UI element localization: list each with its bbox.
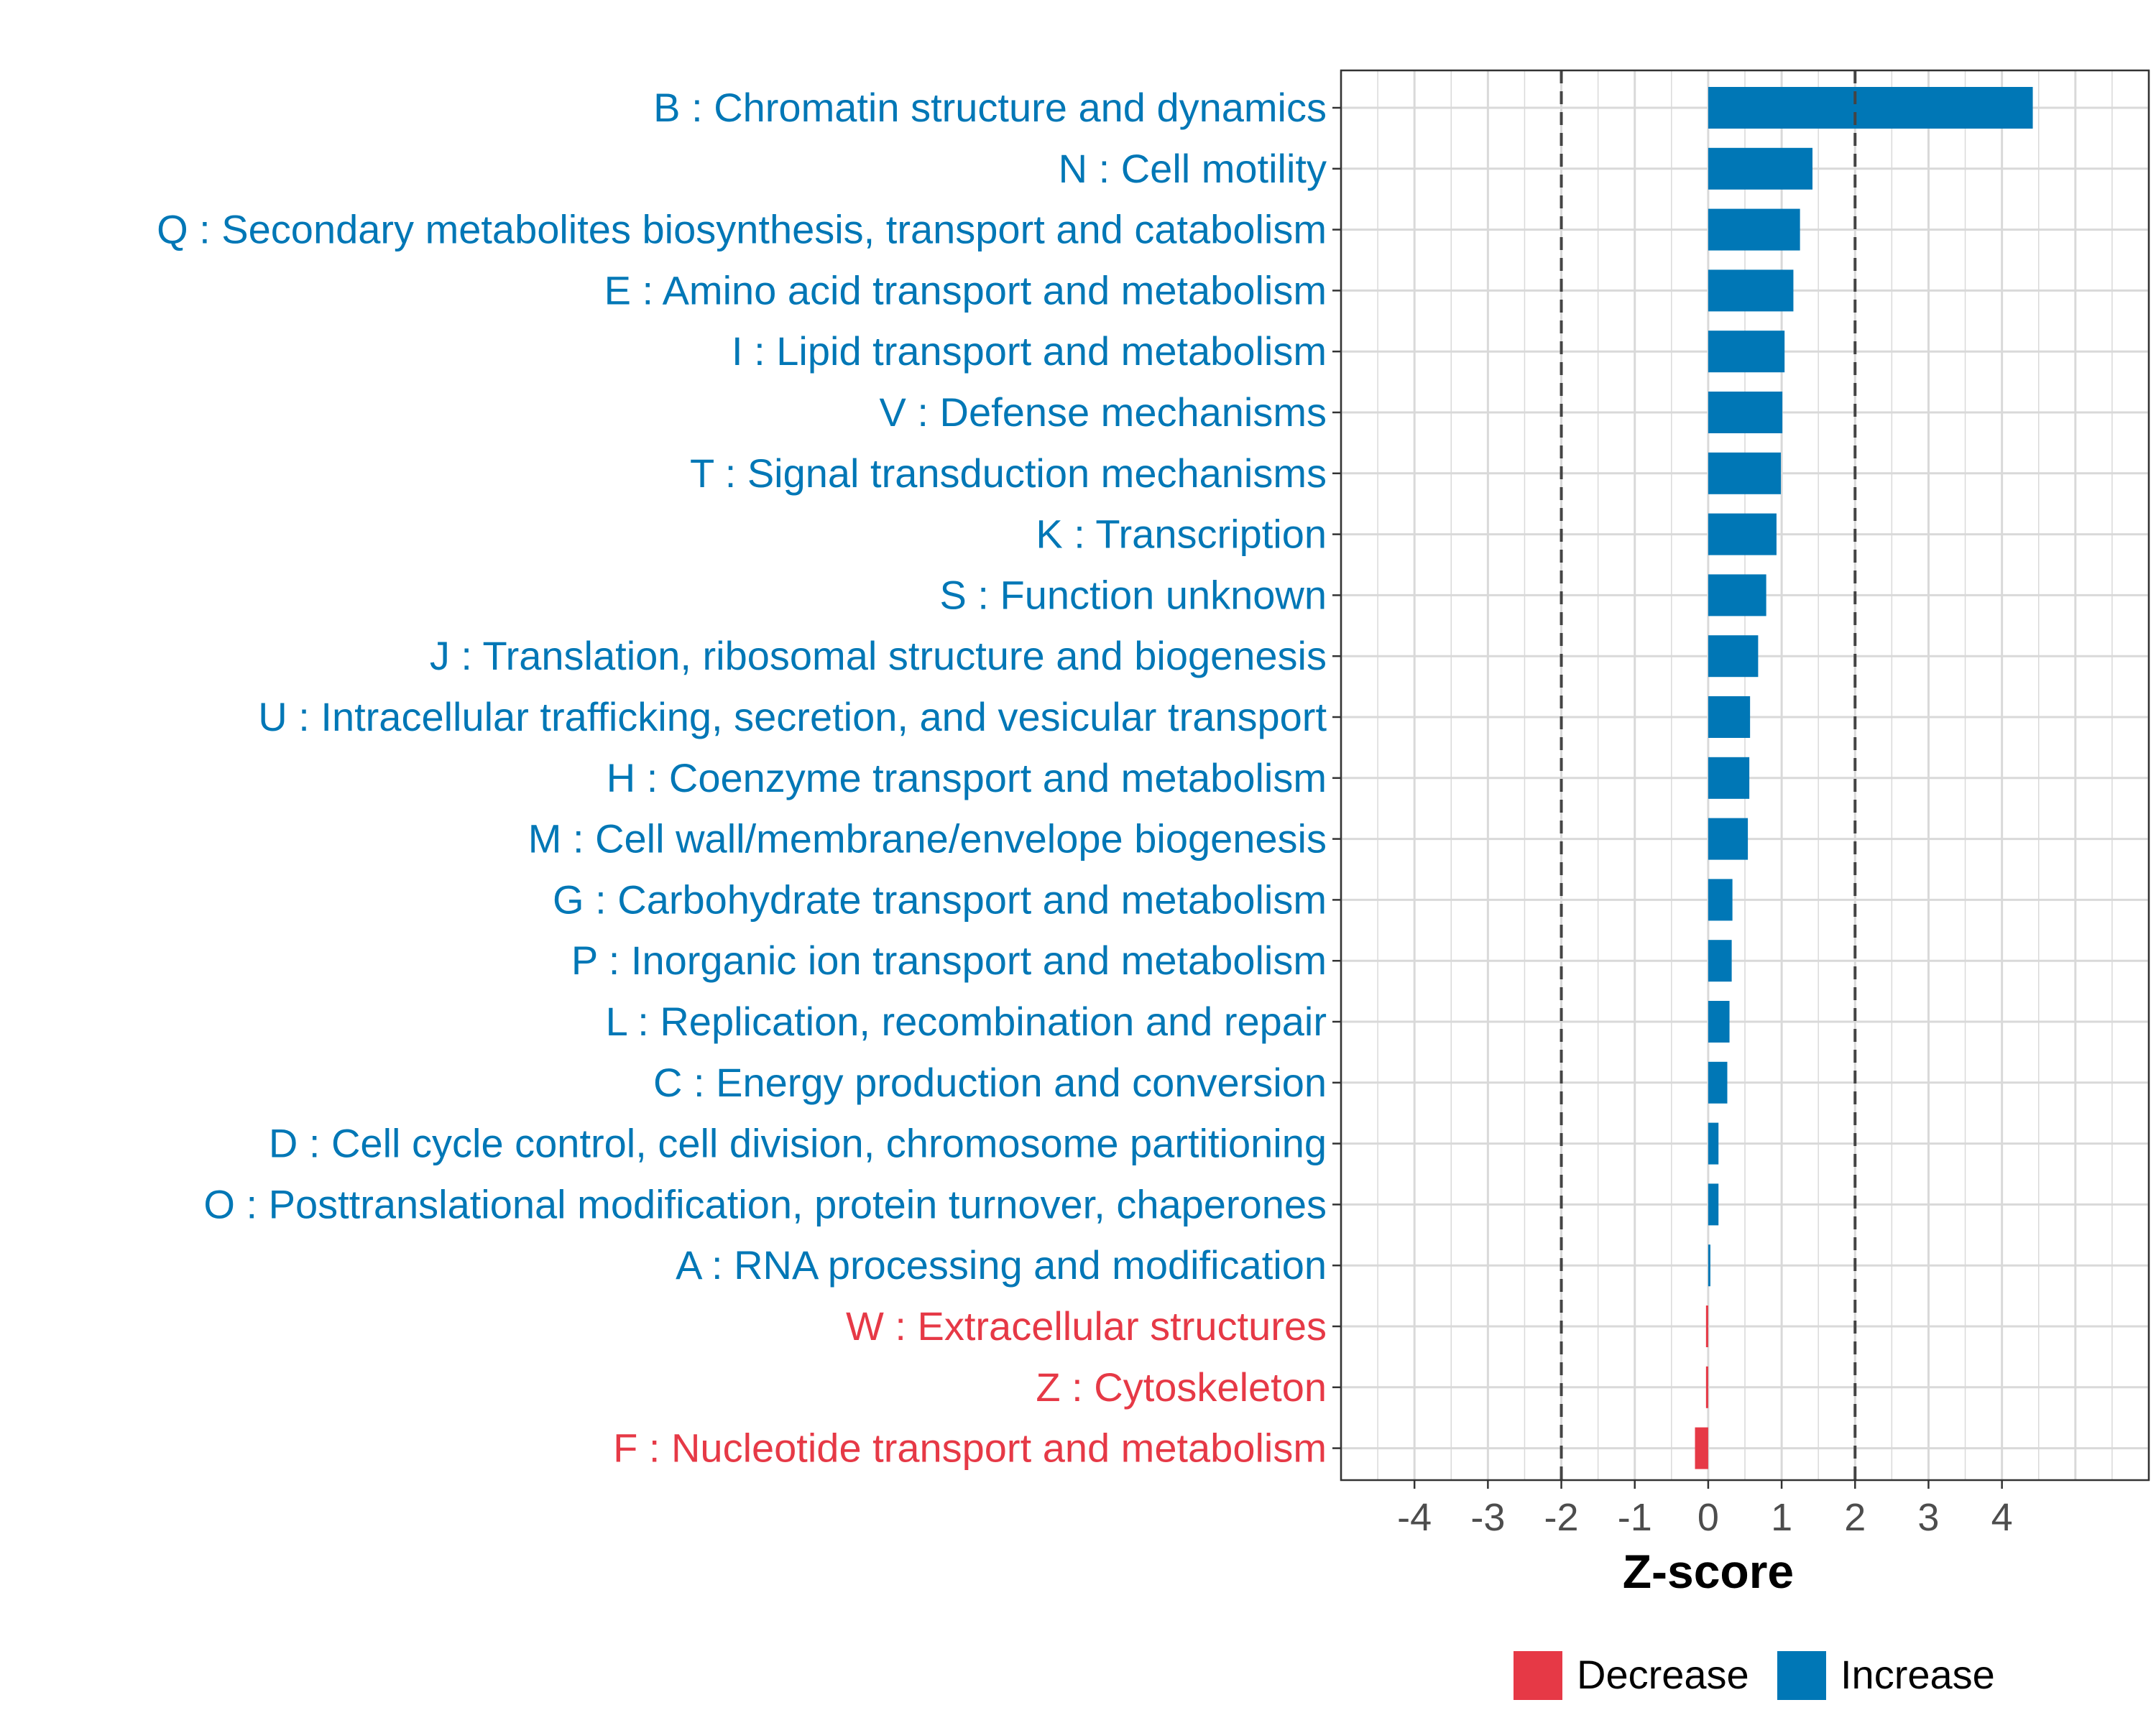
category-label: W : Extracellular structures (846, 1303, 1327, 1349)
bar (1708, 1061, 1728, 1104)
bar (1708, 1122, 1719, 1165)
category-label: M : Cell wall/membrane/envelope biogenes… (528, 816, 1327, 861)
category-label: P : Inorganic ion transport and metaboli… (571, 938, 1327, 983)
bar (1708, 1183, 1719, 1226)
category-label: G : Carbohydrate transport and metabolis… (553, 877, 1327, 922)
category-label: H : Coenzyme transport and metabolism (607, 755, 1327, 800)
x-tick-label: 4 (1991, 1496, 2013, 1539)
x-axis: -4 -3 -2 -1 0 1 2 3 4 (1397, 1480, 2013, 1539)
category-label: N : Cell motility (1059, 146, 1327, 191)
bar (1708, 574, 1766, 616)
bar (1708, 1001, 1730, 1043)
bar (1708, 879, 1733, 921)
category-label: V : Defense mechanisms (880, 389, 1327, 435)
legend-label: Decrease (1577, 1652, 1749, 1697)
legend-label: Increase (1841, 1652, 1995, 1697)
plot-panel-border (1340, 69, 2150, 1482)
y-axis: B : Chromatin structure and dynamics N : … (157, 85, 1341, 1471)
bar (1708, 87, 2033, 129)
bar (1705, 1366, 1708, 1408)
bar (1708, 452, 1782, 494)
category-label: U : Intracellular trafficking, secretion… (258, 694, 1327, 739)
category-label: C : Energy production and conversion (653, 1060, 1327, 1105)
bar (1695, 1427, 1708, 1469)
bar (1708, 513, 1777, 555)
category-label: Z : Cytoskeleton (1036, 1364, 1327, 1410)
bar (1708, 269, 1794, 312)
bar-layer (1695, 87, 2033, 1469)
category-label: L : Replication, recombination and repai… (606, 999, 1327, 1044)
category-label: D : Cell cycle control, cell division, c… (269, 1121, 1327, 1166)
bar (1708, 635, 1759, 678)
legend: Decrease Increase (1514, 1651, 1995, 1700)
category-label: S : Function unknown (939, 572, 1327, 617)
category-label: O : Posttranslational modification, prot… (203, 1181, 1327, 1226)
x-tick-label: -1 (1618, 1496, 1652, 1539)
x-tick-label: -2 (1544, 1496, 1579, 1539)
x-tick-label: -3 (1470, 1496, 1505, 1539)
x-tick-label: 1 (1771, 1496, 1792, 1539)
x-tick-label: 0 (1697, 1496, 1719, 1539)
x-tick-label: -4 (1397, 1496, 1432, 1539)
bar (1708, 208, 1800, 251)
bar (1708, 392, 1783, 433)
category-label: A : RNA processing and modification (676, 1242, 1327, 1288)
category-label: I : Lipid transport and metabolism (732, 328, 1327, 374)
bar (1708, 757, 1750, 799)
bar (1708, 331, 1785, 373)
threshold-layer (1560, 70, 1857, 1480)
category-label: T : Signal transduction mechanisms (690, 451, 1327, 496)
bar (1705, 1306, 1708, 1347)
category-label: E : Amino acid transport and metabolism (604, 267, 1327, 313)
bar (1708, 940, 1732, 982)
x-tick-label: 3 (1917, 1496, 1939, 1539)
bar (1708, 696, 1751, 738)
category-label: K : Transcription (1036, 512, 1327, 557)
bar (1708, 1244, 1710, 1287)
category-label: J : Translation, ribosomal structure and… (430, 633, 1327, 678)
category-label: F : Nucleotide transport and metabolism (613, 1426, 1327, 1471)
category-label: B : Chromatin structure and dynamics (653, 85, 1327, 130)
legend-key (1777, 1651, 1826, 1700)
x-axis-title: Z-score (1623, 1545, 1794, 1598)
legend-key (1514, 1651, 1562, 1700)
x-tick-label: 2 (1844, 1496, 1866, 1539)
category-label: Q : Secondary metabolites biosynthesis, … (157, 207, 1327, 252)
bar (1708, 147, 1813, 190)
bar (1708, 818, 1749, 860)
